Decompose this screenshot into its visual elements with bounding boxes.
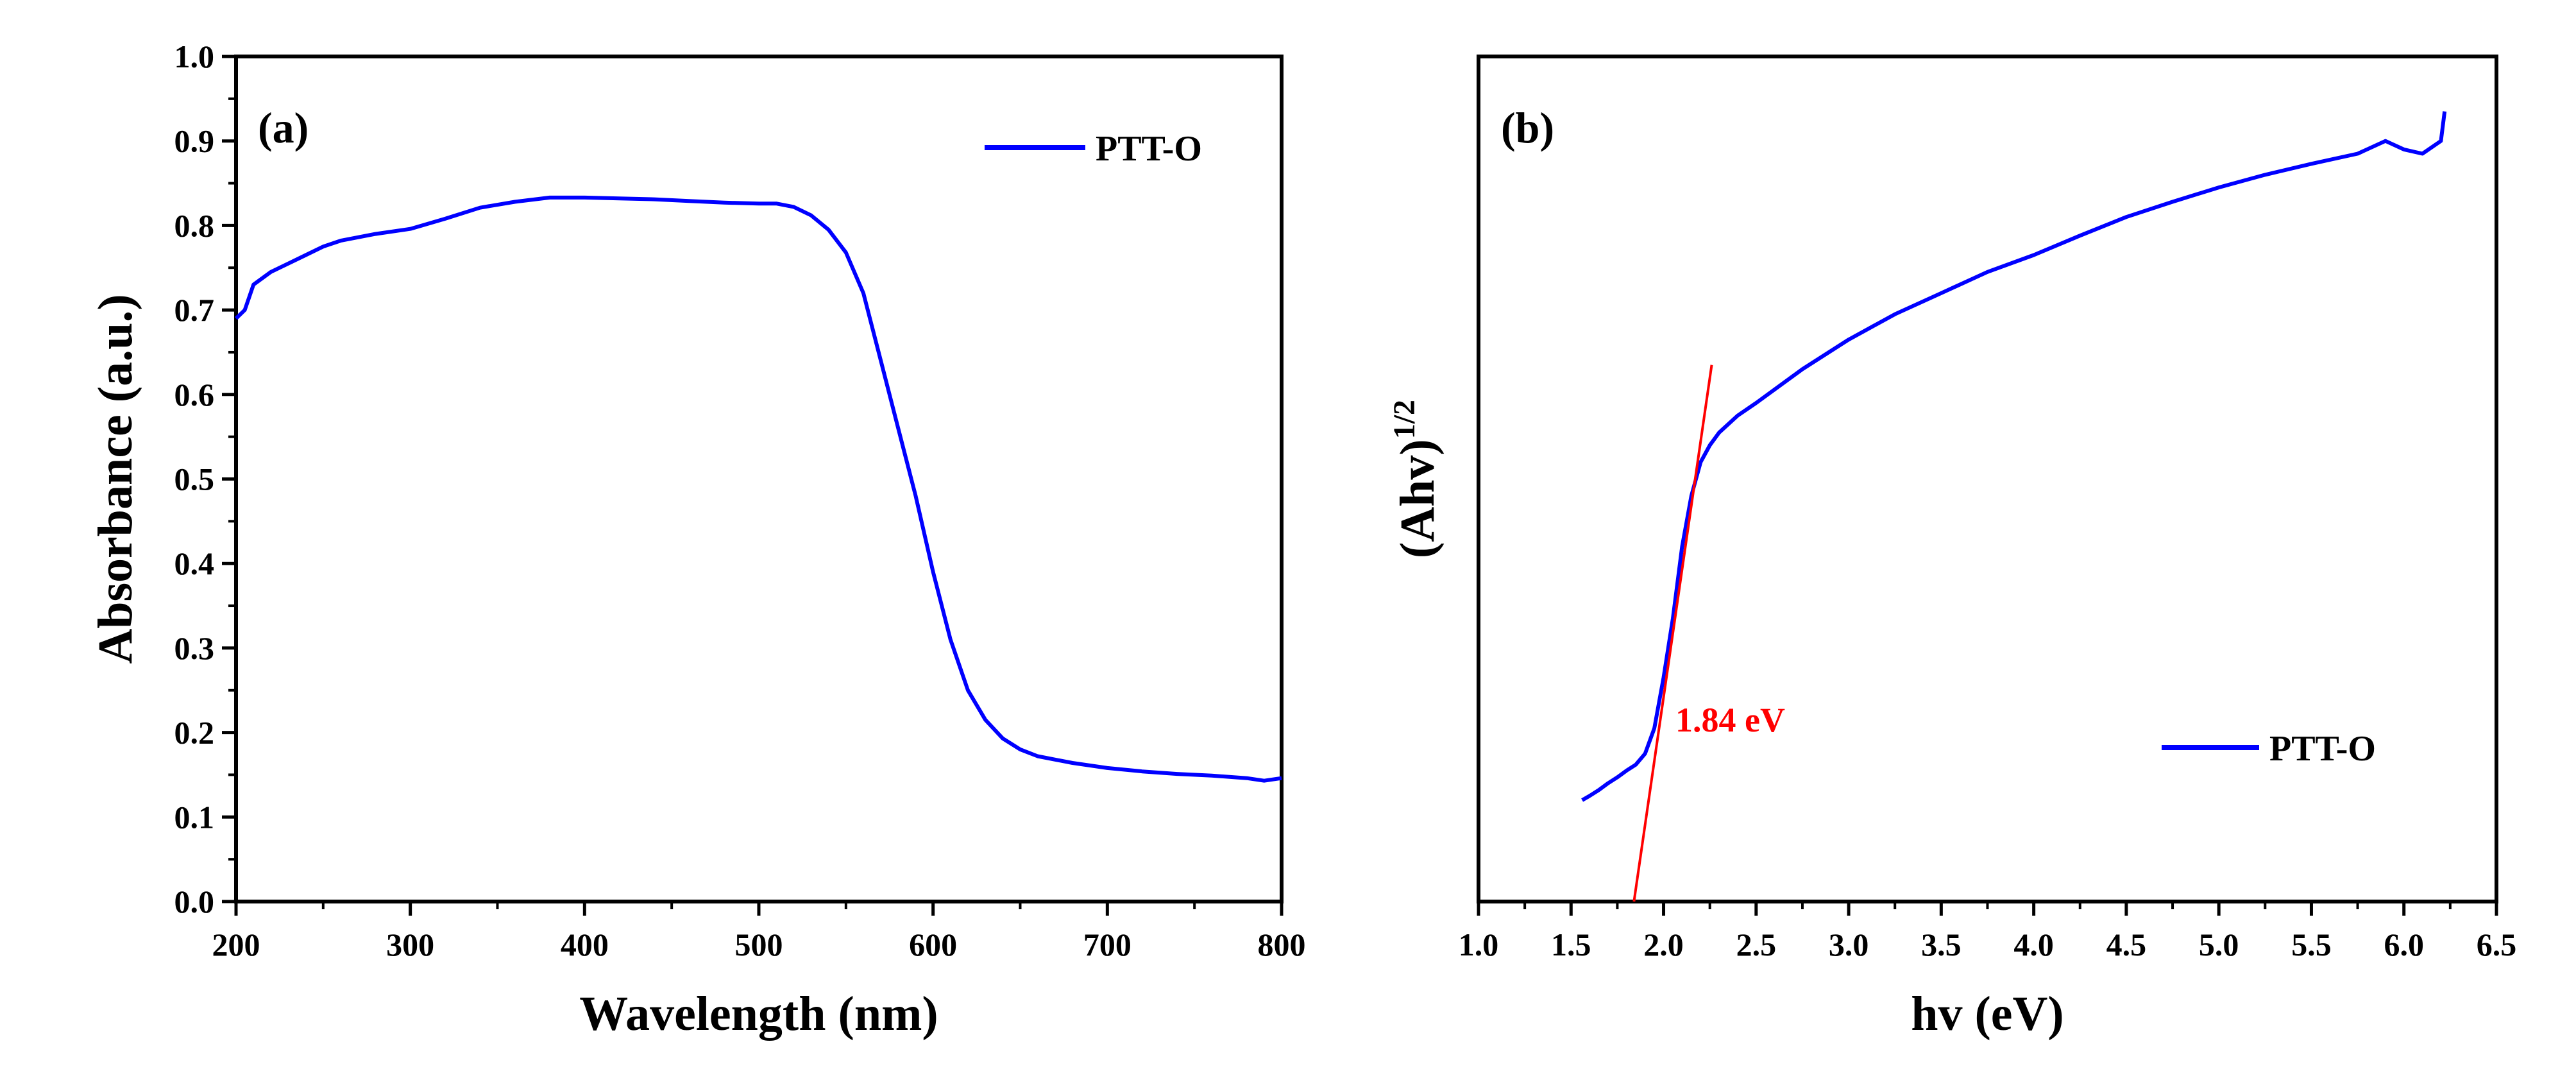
panel-b-tauc-plot: 1.0 1.5 2.0 2.5 3.0 3.5 4.0 4.5 5.0 5.5 6.0 6.5 (b)… bbox=[1387, 55, 2517, 1041]
panel-a-series-line bbox=[234, 195, 1282, 783]
panel-b-x-tick-label: 2.0 bbox=[1643, 927, 1684, 963]
panel-a-y-tick-label: 0.7 bbox=[174, 292, 215, 328]
panel-a-x-tick-label: 500 bbox=[735, 927, 783, 963]
panel-b-x-tick-label: 6.0 bbox=[2384, 927, 2424, 963]
panel-a-y-tick-label: 0.1 bbox=[174, 799, 215, 835]
panel-a-y-ticks: 0.0 0.1 0.2 0.3 0.4 0.5 0.6 0.7 0.8 0.9 1.0 bbox=[174, 38, 236, 920]
panel-b-x-tick-label: 4.5 bbox=[2106, 927, 2147, 963]
panel-a-y-tick-label: 0.5 bbox=[174, 461, 215, 497]
panel-a-x-tick-label: 700 bbox=[1083, 927, 1131, 963]
panel-b-y-axis-title-superscript: 1/2 bbox=[1387, 400, 1421, 439]
panel-b-legend-label: PTT-O bbox=[2269, 729, 2376, 769]
panel-b-series bbox=[1581, 111, 2447, 902]
panel-b-x-ticks: 1.0 1.5 2.0 2.5 3.0 3.5 4.0 4.5 5.0 5.5 6.0 6.5 bbox=[1459, 902, 2517, 963]
panel-b-y-axis-title: (Ahv)1/2 bbox=[1387, 400, 1445, 558]
panel-a-absorbance-chart: 200 300 400 500 600 700 800 0.0 0.1 0.2 0.3 0.4 0.5… bbox=[89, 38, 1306, 1041]
panel-a-series bbox=[234, 195, 1282, 783]
panel-a-y-tick-label: 0.9 bbox=[174, 123, 215, 159]
panel-b-x-tick-label: 2.5 bbox=[1736, 927, 1777, 963]
panel-a-y-tick-label: 0.0 bbox=[174, 884, 215, 920]
panel-b-x-tick-label: 6.5 bbox=[2477, 927, 2517, 963]
panel-a-y-tick-label: 0.3 bbox=[174, 630, 215, 666]
panel-a-x-tick-label: 300 bbox=[386, 927, 434, 963]
panel-b-x-tick-label: 3.0 bbox=[1829, 927, 1869, 963]
panel-a-y-tick-label: 0.2 bbox=[174, 715, 215, 751]
panel-a-y-tick-label: 0.6 bbox=[174, 377, 215, 413]
panel-b-tangent-fit-line bbox=[1632, 364, 1713, 902]
panel-a-y-axis-title: Absorbance (a.u.) bbox=[89, 294, 142, 663]
panel-a-legend-label: PTT-O bbox=[1096, 129, 1202, 169]
panel-b-x-tick-label: 5.5 bbox=[2291, 927, 2332, 963]
panel-b-bandgap-annotation: 1.84 eV bbox=[1675, 701, 1785, 739]
panel-a-x-tick-label: 600 bbox=[909, 927, 957, 963]
panel-a-x-tick-label: 200 bbox=[212, 927, 260, 963]
panel-b-label: (b) bbox=[1501, 103, 1554, 152]
panel-a-y-tick-label: 0.8 bbox=[174, 207, 215, 243]
panel-a-label: (a) bbox=[258, 103, 309, 152]
panel-b-x-axis-title: hv (eV) bbox=[1911, 987, 2064, 1041]
panel-b-x-tick-label: 5.0 bbox=[2199, 927, 2239, 963]
panel-a-y-tick-label: 1.0 bbox=[174, 38, 215, 74]
panel-b-x-tick-label: 3.5 bbox=[1921, 927, 1962, 963]
panel-b-x-tick-label: 1.0 bbox=[1459, 927, 1499, 963]
panel-b-x-tick-label: 1.5 bbox=[1551, 927, 1591, 963]
panel-b-x-tick-label: 4.0 bbox=[2013, 927, 2054, 963]
panel-a-x-axis-title: Wavelength (nm) bbox=[579, 987, 938, 1041]
panel-b-y-axis-title-main: (Ahv) bbox=[1391, 439, 1445, 558]
panel-a-x-tick-label: 400 bbox=[561, 927, 609, 963]
panel-b-series-line bbox=[1581, 111, 2447, 802]
panel-a-x-ticks: 200 300 400 500 600 700 800 bbox=[212, 902, 1306, 963]
panel-a-x-tick-label: 800 bbox=[1258, 927, 1306, 963]
panel-a-y-tick-label: 0.4 bbox=[174, 545, 215, 581]
